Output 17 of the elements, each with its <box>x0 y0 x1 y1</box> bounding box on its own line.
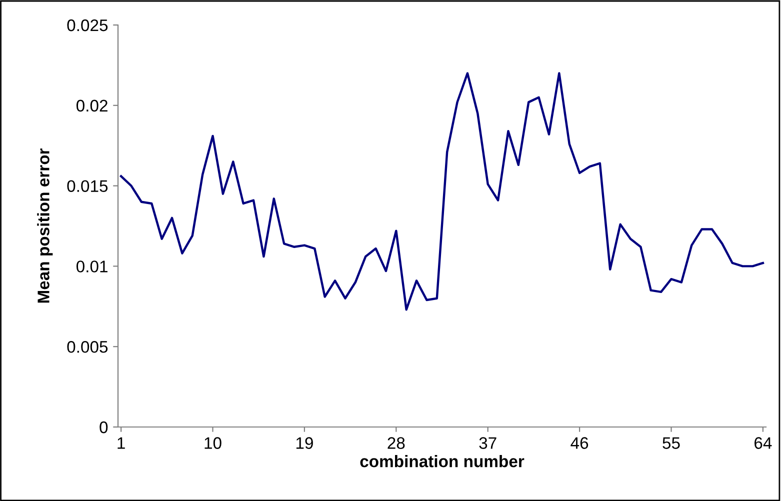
x-tick-label: 64 <box>754 437 772 449</box>
x-tick-label: 37 <box>479 437 496 449</box>
y-tick-label: 0.025 <box>67 19 108 32</box>
x-tick-label: 1 <box>118 437 125 449</box>
y-tick-label: 0 <box>100 421 108 434</box>
y-tick-label: 0.02 <box>76 100 108 112</box>
line-series <box>120 72 764 311</box>
y-tick-label: 0.01 <box>76 260 108 272</box>
x-tick-label: 19 <box>296 437 313 449</box>
x-tick-label: 46 <box>570 437 588 449</box>
x-tick-label: 10 <box>204 437 222 449</box>
y-axis-title: Mean position error <box>37 148 53 303</box>
y-tick-label: 0.005 <box>67 341 108 353</box>
x-tick-label: 28 <box>388 437 405 449</box>
x-tick-label: 55 <box>662 437 680 449</box>
x-axis-title: combination number <box>360 455 524 468</box>
y-tick-label: 0.015 <box>67 180 108 192</box>
